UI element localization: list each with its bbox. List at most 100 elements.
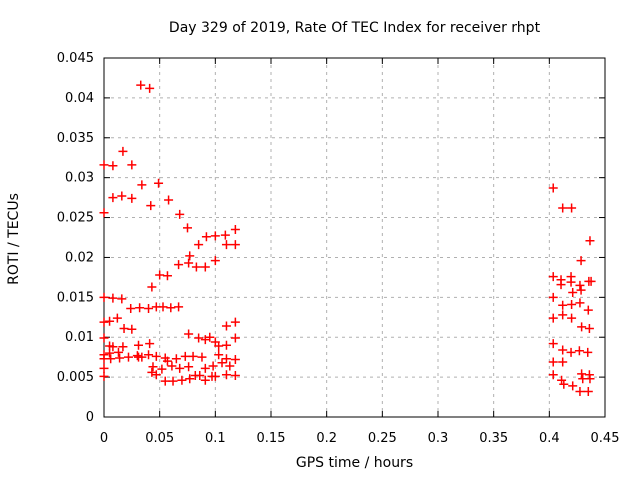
y-tick-label: 0.015 [57, 290, 94, 305]
data-point [586, 276, 596, 286]
data-point [585, 374, 595, 384]
x-tick-label: 0.25 [368, 431, 397, 446]
data-point [175, 209, 185, 219]
data-point [558, 203, 568, 213]
data-point [154, 178, 164, 188]
y-tick-label: 0.02 [65, 250, 94, 265]
data-point [558, 300, 568, 310]
x-tick-label: 0.45 [591, 431, 620, 446]
data-point [200, 375, 210, 385]
data-point [214, 350, 224, 360]
data-point [576, 256, 586, 266]
data-point [99, 363, 109, 373]
data-point [185, 374, 195, 384]
data-point [225, 361, 235, 371]
y-tick-label: 0.005 [57, 370, 94, 385]
data-point [180, 351, 190, 361]
data-point [567, 203, 577, 213]
data-point [151, 370, 161, 380]
data-point [548, 313, 558, 323]
data-point [214, 341, 224, 351]
data-point [147, 367, 157, 377]
data-point [158, 302, 168, 312]
data-point [200, 335, 210, 345]
data-point [175, 363, 185, 373]
data-point [221, 340, 231, 350]
data-point [221, 321, 231, 331]
x-tick-label: 0.4 [539, 431, 560, 446]
data-point [144, 304, 154, 314]
data-point [210, 231, 220, 241]
y-tick-label: 0.03 [65, 171, 94, 186]
data-point [99, 317, 109, 327]
data-point [230, 355, 240, 365]
data-point [167, 361, 177, 371]
data-point [157, 364, 167, 374]
data-point [177, 375, 187, 385]
x-tick-label: 0.15 [257, 431, 286, 446]
data-point [210, 256, 220, 266]
data-point [583, 305, 593, 315]
x-tick-label: 0.2 [316, 431, 337, 446]
data-point [221, 354, 231, 364]
data-point [195, 371, 205, 381]
data-point [99, 292, 109, 302]
x-tick-label: 0.35 [479, 431, 508, 446]
data-point [566, 347, 576, 357]
data-point [123, 352, 133, 362]
data-point [188, 351, 198, 361]
data-point [99, 333, 109, 343]
data-point [112, 313, 122, 323]
x-tick-label: 0.05 [145, 431, 174, 446]
data-point [108, 161, 118, 171]
y-tick-label: 0.045 [57, 51, 94, 66]
data-point [127, 160, 137, 170]
plot-border [103, 57, 606, 418]
data-point [108, 193, 118, 203]
data-point [208, 361, 218, 371]
data-point [105, 348, 115, 358]
data-point [576, 285, 586, 295]
x-tick-label: 0.3 [428, 431, 449, 446]
data-point [200, 363, 210, 373]
data-point [210, 371, 220, 381]
data-point [575, 386, 585, 396]
y-tick-label: 0.025 [57, 211, 94, 226]
data-point [217, 358, 227, 368]
data-point [584, 323, 594, 333]
y-tick-label: 0.035 [57, 131, 94, 146]
data-point [548, 272, 558, 282]
data-point [559, 379, 569, 389]
data-point [230, 371, 240, 381]
data-point [191, 262, 201, 272]
chart-title: Day 329 of 2019, Rate Of TEC Index for r… [168, 20, 541, 36]
data-point [558, 345, 568, 355]
data-point [583, 347, 593, 357]
data-point [118, 146, 128, 156]
data-point [205, 332, 215, 342]
data-point [558, 357, 568, 367]
data-point [567, 313, 577, 323]
data-point [164, 195, 174, 205]
data-point [174, 302, 184, 312]
data-point [577, 369, 587, 379]
data-point [548, 183, 558, 193]
data-point [137, 180, 147, 190]
data-point [113, 347, 123, 357]
data-point [99, 371, 109, 381]
data-point [146, 201, 156, 211]
data-point [577, 322, 587, 332]
data-point [99, 160, 109, 170]
data-point [585, 236, 595, 246]
y-tick-label: 0.01 [65, 330, 94, 345]
y-tick-label: 0.04 [65, 91, 94, 106]
data-point [106, 354, 116, 364]
data-point [566, 277, 576, 287]
data-point [171, 354, 181, 364]
data-point [174, 260, 184, 270]
data-point [556, 280, 566, 290]
data-point [230, 240, 240, 250]
data-point [145, 83, 155, 93]
